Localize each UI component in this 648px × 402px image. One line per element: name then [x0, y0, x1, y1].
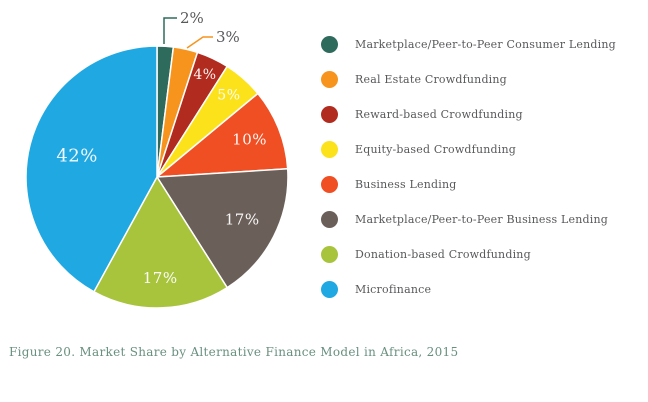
legend-swatch-icon	[321, 71, 338, 88]
pie-slice-6	[93, 176, 228, 309]
legend-label: Real Estate Crowdfunding	[355, 73, 507, 86]
legend-label: Microfinance	[355, 283, 432, 296]
legend-label: Marketplace/Peer-to-Peer Consumer Lendin…	[355, 38, 616, 51]
pie-chart: 2% 3% 4%5% 10% 17% 17% 42%	[25, 9, 289, 309]
legend-swatch-icon	[321, 36, 338, 53]
pie-slice-label: 10%	[232, 130, 267, 148]
pie-chart-area: 2% 3% 4% 5% 10% 17% 17% 42%	[0, 0, 320, 335]
legend-label: Equity-based Crowdfunding	[355, 143, 516, 156]
legend-label: Marketplace/Peer-to-Peer Business Lendin…	[355, 213, 609, 226]
pie-callout-label: 2%	[180, 9, 204, 27]
legend-item: Business Lending	[321, 167, 641, 202]
pie-slice-label: 17%	[225, 210, 260, 228]
legend-label: Donation-based Crowdfunding	[355, 248, 531, 261]
legend-swatch-icon	[321, 141, 338, 158]
legend-swatch-icon	[321, 281, 338, 298]
legend-swatch-icon	[321, 211, 338, 228]
pie-slice-label: 17%	[143, 269, 178, 287]
legend-item: Donation-based Crowdfunding	[321, 237, 641, 272]
pie-slice-label: 42%	[56, 146, 98, 167]
legend-swatch-icon	[321, 176, 338, 193]
pie-callout-line	[163, 17, 177, 44]
legend-item: Reward-based Crowdfunding	[321, 97, 641, 132]
legend-item: Marketplace/Peer-to-Peer Business Lendin…	[321, 202, 641, 237]
pie-slice-label: 5%	[217, 87, 240, 103]
legend-item: Equity-based Crowdfunding	[321, 132, 641, 167]
legend-swatch-icon	[321, 106, 338, 123]
legend-item: Microfinance	[321, 272, 641, 307]
pie-slice-7	[25, 45, 158, 293]
legend: Marketplace/Peer-to-Peer Consumer Lendin…	[321, 27, 641, 307]
pie-slice-4	[156, 92, 289, 178]
legend-item: Real Estate Crowdfunding	[321, 62, 641, 97]
pie-slice-label: 4%	[193, 67, 216, 83]
legend-label: Reward-based Crowdfunding	[355, 108, 523, 121]
pie-slice-5	[156, 168, 289, 289]
legend-label: Business Lending	[355, 178, 457, 191]
pie-callout-line	[186, 36, 213, 49]
legend-swatch-icon	[321, 246, 338, 263]
legend-item: Marketplace/Peer-to-Peer Consumer Lendin…	[321, 27, 641, 62]
pie-callout-label: 3%	[216, 28, 240, 46]
figure-caption: Figure 20. Market Share by Alternative F…	[9, 345, 459, 359]
